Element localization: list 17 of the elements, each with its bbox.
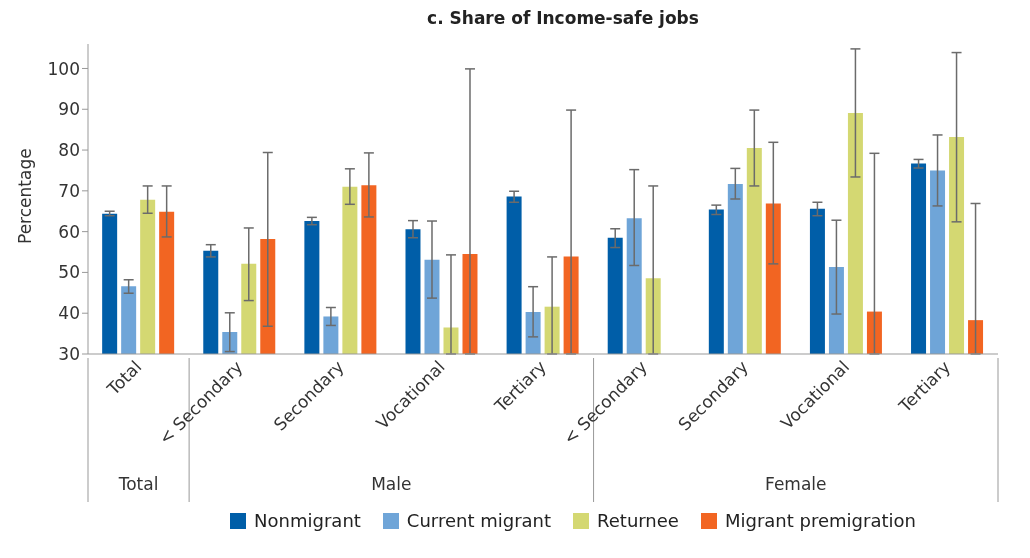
y-axis-title: Percentage [15, 148, 36, 244]
text: Female [765, 474, 827, 494]
y-tick-label: 90 [58, 99, 80, 120]
text: Male [371, 474, 412, 494]
y-tick-label: 50 [58, 262, 80, 283]
legend-label: Migrant premigration [723, 510, 916, 531]
legend-label: Nonmigrant [253, 510, 361, 531]
y-tick-label: 70 [58, 180, 80, 201]
y-tick-label: 40 [58, 303, 80, 324]
y-tick-label: 30 [58, 344, 80, 365]
y-tick-label: 60 [58, 221, 80, 242]
text: Total [117, 474, 159, 494]
legend-label: Current migrant [405, 510, 552, 531]
y-tick-label: 100 [47, 58, 80, 79]
chart-title: c. Share of Income-safe jobs [426, 8, 700, 30]
legend-label: Returnee [596, 510, 679, 531]
y-tick-label: 80 [58, 140, 80, 161]
